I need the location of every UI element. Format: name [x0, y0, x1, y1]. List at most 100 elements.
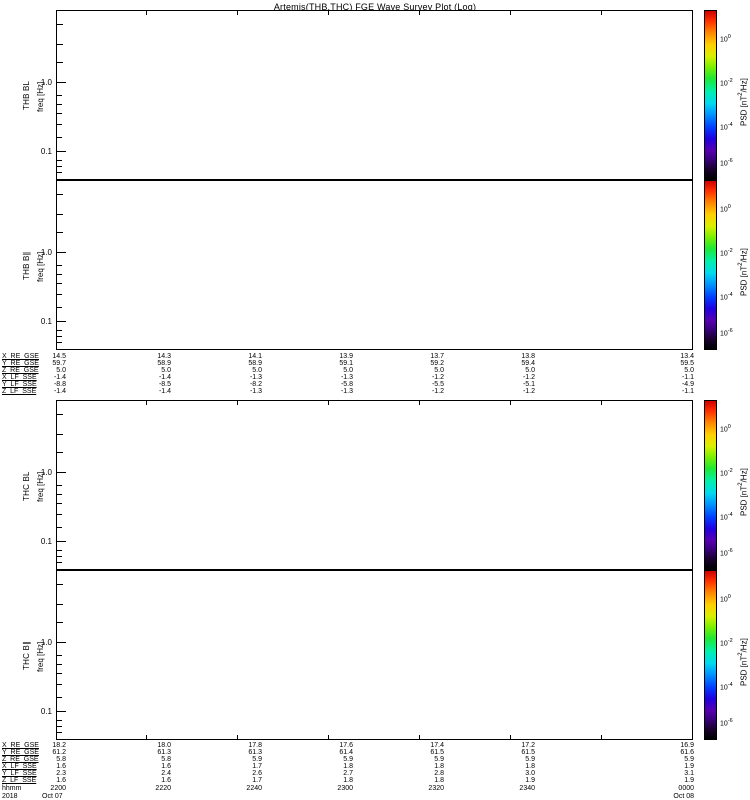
annot-value: 59.5 [680, 360, 694, 367]
annot-value: 14.5 [52, 353, 66, 360]
annot-value: 5.0 [525, 367, 535, 374]
annot-row-label-y-lf-sse: Y_LF_SSE [2, 381, 37, 388]
annot-value: -1.1 [681, 388, 694, 395]
annot-value: 2.3 [56, 770, 66, 777]
colorbar-tick-exponent: -4 [727, 682, 733, 688]
panel-thc-bpara-unit: freq [Hz] [36, 641, 45, 673]
colorbar-tick-mantissa: 10 [720, 470, 728, 478]
colorbar-panel-3[interactable] [704, 400, 717, 570]
annot-time-tick: 2340 [519, 785, 535, 792]
panel-thb-bperp-ytick-01: 0.1 [40, 147, 52, 156]
colorbar-panel-2[interactable] [704, 180, 717, 350]
annot-row-label-y-lf-sse: Y_LF_SSE [2, 770, 37, 777]
colorbar-tick-2: 10-4 [720, 292, 733, 301]
tick [56, 556, 62, 557]
annot-value: 1.8 [343, 763, 353, 770]
tick [56, 664, 62, 665]
colorbar-tick-3: 10-6 [720, 548, 733, 557]
colorbar-tick-exponent: -4 [727, 512, 733, 518]
tick [56, 472, 66, 473]
colorbar-tick-1: 10-2 [720, 248, 733, 257]
tick [56, 527, 62, 528]
annot-value: 61.4 [339, 749, 353, 756]
annot-value: 2.7 [343, 770, 353, 777]
annot-value: 1.6 [56, 777, 66, 784]
panel-thc-bperp[interactable] [56, 400, 693, 570]
tick [56, 562, 62, 563]
panel-thc-bpara-label: THC B∥ [22, 640, 31, 671]
annot-value: 1.9 [684, 763, 694, 770]
tick [56, 720, 62, 721]
annot-value: 1.8 [525, 763, 535, 770]
page-title: Artemis(THB,THC) FGE Wave Survey Plot (L… [273, 2, 477, 12]
annot-value: 5.0 [684, 367, 694, 374]
panel-thc-bperp-label: THC BL [22, 471, 31, 501]
colorbar-title-panel-3: PSD [nT2/Hz] [738, 452, 749, 532]
annot-value: -1.4 [53, 388, 66, 395]
annot-value: 1.8 [434, 763, 444, 770]
panel-thb-bperp[interactable] [56, 10, 693, 180]
annot-value: 17.6 [339, 742, 353, 749]
colorbar-tick-mantissa: 10 [720, 294, 728, 302]
colorbar-title-main: PSD [nT [739, 485, 749, 516]
colorbar-title-panel-1: PSD [nT2/Hz] [738, 62, 749, 142]
annot-value: -1.4 [158, 388, 171, 395]
annot-value: -1.2 [431, 388, 444, 395]
annot-row-label-y-re-gse: Y_RE_GSE [2, 749, 39, 756]
tick [56, 113, 62, 114]
colorbar-tick-mantissa: 10 [720, 330, 728, 338]
annot-value: 16.9 [680, 742, 694, 749]
tick [146, 10, 147, 15]
tick [56, 104, 62, 105]
colorbar-tick-exponent: -4 [727, 122, 733, 128]
annot-value: -5.1 [522, 381, 535, 388]
tick [56, 44, 63, 45]
colorbar-title-tail: /Hz] [739, 248, 749, 263]
colorbar-tick-mantissa: 10 [720, 684, 728, 692]
colorbar-title-sup: 2 [738, 652, 744, 656]
tick [56, 584, 63, 585]
colorbar-panel-4[interactable] [704, 570, 717, 740]
tick [56, 541, 66, 542]
annot-value: -1.2 [522, 388, 535, 395]
tick [56, 160, 62, 161]
panel-thb-bpara-label: THB B∥ [22, 251, 31, 280]
tick [56, 642, 66, 643]
annot-value: -1.4 [158, 374, 171, 381]
tick [56, 151, 66, 152]
annot-time-tick: 2300 [337, 785, 353, 792]
tick [56, 452, 63, 453]
colorbar-panel-1[interactable] [704, 10, 717, 180]
tick [146, 735, 147, 740]
panel-thb-bpara[interactable] [56, 180, 693, 350]
annot-date-year: 2018 [2, 793, 18, 800]
annot-value: 61.3 [248, 749, 262, 756]
annot-value: 61.2 [52, 749, 66, 756]
annot-value: 1.8 [434, 777, 444, 784]
annot-value: -4.9 [681, 381, 694, 388]
annot-value: -1.3 [340, 388, 353, 395]
annot-value: 1.8 [343, 777, 353, 784]
colorbar-tick-1: 10-2 [720, 78, 733, 87]
annot-row-label-x-lf-sse: X_LF_SSE [2, 763, 37, 770]
tick [56, 172, 62, 173]
panel-thb-bpara-ytick-01: 0.1 [40, 317, 52, 326]
annot-value: 18.2 [52, 742, 66, 749]
tick [56, 265, 62, 266]
tick [56, 550, 62, 551]
tick [510, 10, 511, 15]
colorbar-tick-exponent: 0 [727, 424, 731, 430]
colorbar-title-tail: /Hz] [739, 78, 749, 93]
tick [56, 95, 62, 96]
annot-value: 61.5 [521, 749, 535, 756]
colorbar-tick-2: 10-4 [720, 122, 733, 131]
annot-time-tick: 2200 [50, 785, 66, 792]
annot-value: -1.2 [522, 374, 535, 381]
panel-thc-bpara[interactable] [56, 570, 693, 740]
annot-value: 59.1 [339, 360, 353, 367]
tick [56, 485, 62, 486]
annot-value: 5.8 [56, 756, 66, 763]
annot-value: 5.9 [343, 756, 353, 763]
colorbar-tick-mantissa: 10 [720, 426, 728, 434]
annot-value: 5.0 [343, 367, 353, 374]
